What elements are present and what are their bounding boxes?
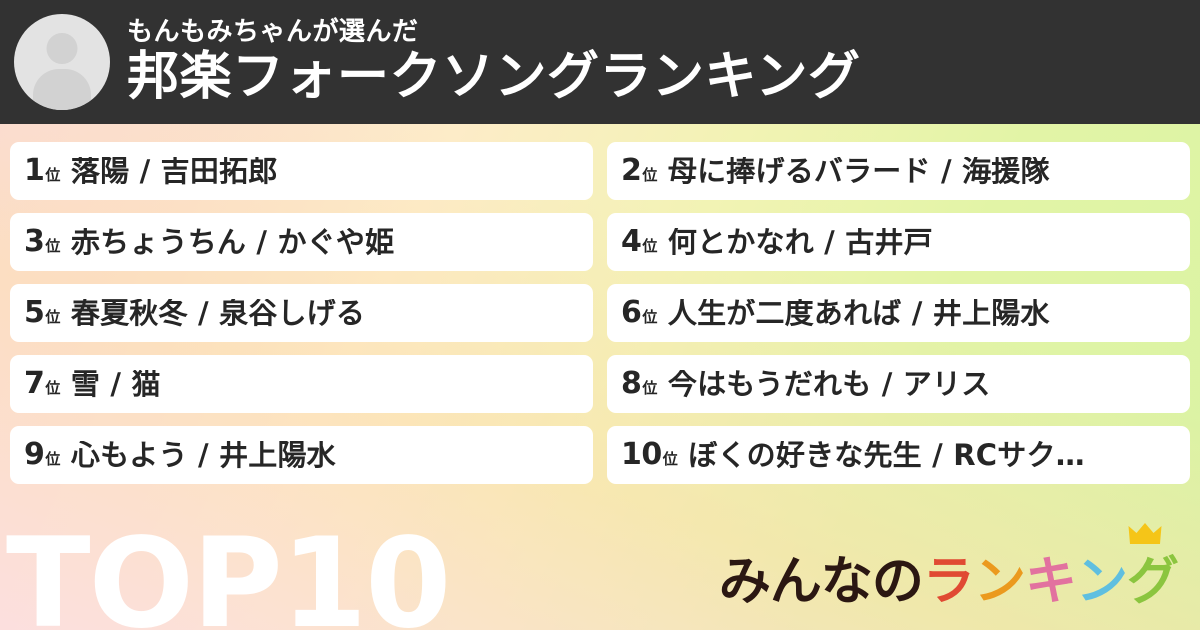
rank-suffix: 位	[642, 166, 657, 184]
rank-suffix: 位	[662, 450, 678, 468]
ranking-row[interactable]: 1 位落陽 / 吉田拓郎	[10, 142, 593, 200]
body-gradient-panel: 1 位落陽 / 吉田拓郎 2 位母に捧げるバラード / 海援隊 3 位赤ちょうちん / か…	[0, 124, 1200, 630]
footer-bar: TOP10 みんなのランキング	[0, 508, 1200, 630]
rank-number-value: 1	[24, 153, 45, 188]
rank-number-value: 2	[621, 153, 642, 188]
page-title: 邦楽フォークソングランキング	[127, 47, 861, 108]
ranking-item-label: 落陽 / 吉田拓郎	[70, 156, 278, 186]
header-subtitle: もんもみちゃんが選んだ	[127, 16, 419, 47]
rank-suffix: 位	[642, 237, 657, 255]
rank-suffix: 位	[642, 308, 657, 326]
ranking-item-label: 雪 / 猫	[70, 369, 161, 399]
ranking-row[interactable]: 10 位ぼくの好きな先生 / RCサク…	[607, 426, 1190, 484]
ranking-row[interactable]: 5 位春夏秋冬 / 泉谷しげる	[10, 284, 593, 342]
rank-suffix: 位	[45, 308, 60, 326]
rank-number-value: 5	[24, 295, 45, 330]
top10-label: TOP10	[6, 512, 451, 630]
rank-suffix: 位	[45, 237, 60, 255]
ranking-item-label: 赤ちょうちん / かぐや姫	[70, 227, 395, 257]
ranking-item-label: 心もよう / 井上陽水	[70, 440, 336, 470]
rank-suffix: 位	[642, 379, 657, 397]
logo-segment: みんなの	[718, 552, 924, 612]
rank-number-value: 8	[621, 366, 642, 401]
ranking-row[interactable]: 8 位今はもうだれも / アリス	[607, 355, 1190, 413]
rank-number-value: 10	[621, 437, 662, 472]
header-bar: もんもみちゃんが選んだ 邦楽フォークソングランキング	[0, 0, 1200, 124]
logo-segment: ン	[1075, 552, 1128, 612]
ranking-item-label: ぼくの好きな先生 / RCサク…	[688, 440, 1085, 470]
rank-number-value: 4	[621, 224, 642, 259]
ranking-row[interactable]: 6 位人生が二度あれば / 井上陽水	[607, 284, 1190, 342]
user-avatar-icon	[14, 14, 110, 110]
avatar-head-shape	[46, 33, 78, 64]
rank-number-value: 7	[24, 366, 45, 401]
rank-number-value: 9	[24, 437, 45, 472]
ranking-row[interactable]: 3 位赤ちょうちん / かぐや姫	[10, 213, 593, 271]
ranking-item-label: 春夏秋冬 / 泉谷しげる	[70, 298, 366, 328]
ranking-item-label: 人生が二度あれば / 井上陽水	[667, 298, 1050, 328]
rank-number-value: 3	[24, 224, 45, 259]
logo-segment: ン	[973, 552, 1026, 612]
ranking-item-label: 何とかなれ / 古井戸	[667, 227, 933, 257]
rank-suffix: 位	[45, 379, 60, 397]
minnano-ranking-logo[interactable]: みんなのランキング	[718, 523, 1179, 612]
rank-suffix: 位	[45, 166, 60, 184]
ranking-row[interactable]: 4 位何とかなれ / 古井戸	[607, 213, 1190, 271]
logo-segment: キ	[1024, 552, 1077, 612]
crown-icon	[1128, 523, 1162, 544]
header-text-block: もんもみちゃんが選んだ 邦楽フォークソングランキング	[127, 16, 861, 108]
ranking-list: 1 位落陽 / 吉田拓郎 2 位母に捧げるバラード / 海援隊 3 位赤ちょうちん / か…	[0, 124, 1200, 484]
logo-segment: グ	[1126, 552, 1179, 612]
ranking-item-label: 母に捧げるバラード / 海援隊	[667, 156, 1050, 186]
rank-number: 10 位	[621, 437, 678, 472]
rank-number-value: 6	[621, 295, 642, 330]
logo-segment: ラ	[922, 552, 975, 612]
ranking-row[interactable]: 2 位母に捧げるバラード / 海援隊	[607, 142, 1190, 200]
rank-suffix: 位	[45, 450, 60, 468]
avatar-body-shape	[33, 69, 91, 110]
ranking-item-label: 今はもうだれも / アリス	[667, 369, 991, 399]
ranking-row[interactable]: 9 位心もよう / 井上陽水	[10, 426, 593, 484]
